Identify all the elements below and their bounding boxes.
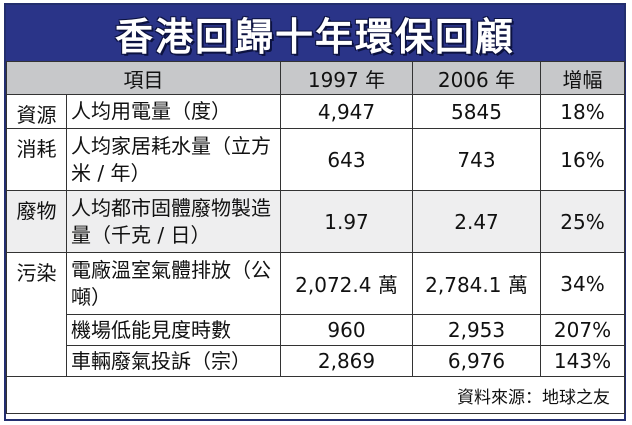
- infographic-card: 香港回歸十年環保回顧 項目 1997 年 2006 年 增幅 資源 人均用電量（…: [4, 3, 626, 421]
- value-2006: 743: [412, 128, 541, 191]
- category-label: 廢物: [6, 190, 67, 253]
- value-1997: 4,947: [280, 94, 413, 129]
- growth-value: 18%: [540, 94, 625, 129]
- header-growth: 增幅: [540, 61, 625, 95]
- source-row: 資料來源：地球之友: [6, 376, 625, 414]
- header-item: 項目: [6, 61, 281, 95]
- category-label: 污染: [6, 252, 67, 377]
- table-row: 污染 電廠溫室氣體排放（公噸） 2,072.4 萬 2,784.1 萬 34%: [6, 252, 625, 377]
- category-label: 資源: [6, 94, 67, 129]
- growth-value: 25%: [540, 190, 625, 253]
- table-row: 車輛廢氣投訴（宗） 2,869 6,976 143%: [7, 345, 625, 377]
- header-2006: 2006 年: [412, 61, 541, 95]
- item-label: 車輛廢氣投訴（宗）: [66, 345, 281, 377]
- source-note: 資料來源：地球之友: [6, 376, 625, 414]
- value-2006: 2.47: [412, 190, 541, 253]
- header-row: 項目 1997 年 2006 年 增幅: [6, 61, 625, 95]
- item-label: 人均家居耗水量（立方米 / 年）: [66, 128, 281, 191]
- value-1997: 643: [280, 128, 413, 191]
- value-1997: 1.97: [280, 190, 413, 253]
- growth-value: 207%: [540, 314, 625, 346]
- item-label: 電廠溫室氣體排放（公噸）: [66, 252, 281, 315]
- title-bar: 香港回歸十年環保回顧: [6, 5, 624, 61]
- page-title: 香港回歸十年環保回顧: [114, 14, 515, 59]
- value-2006: 2,784.1 萬: [412, 252, 541, 315]
- item-label: 人均都市固體廢物製造量（千克 / 日）: [66, 190, 281, 253]
- value-2006: 5845: [412, 94, 541, 129]
- table-row: 機場低能見度時數 960 2,953 207%: [7, 314, 625, 346]
- table-row: 資源 人均用電量（度） 4,947 5845 18%: [6, 94, 625, 129]
- item-label: 人均用電量（度）: [66, 94, 281, 129]
- value-2006: 2,953: [412, 314, 541, 346]
- growth-value: 16%: [540, 128, 625, 191]
- growth-value: 143%: [540, 345, 625, 377]
- data-table: 項目 1997 年 2006 年 增幅 資源 人均用電量（度） 4,947 58…: [6, 61, 625, 414]
- value-1997: 2,869: [280, 345, 413, 377]
- category-label: 消耗: [6, 128, 67, 191]
- growth-value: 34%: [540, 252, 625, 315]
- header-1997: 1997 年: [280, 61, 413, 95]
- value-1997: 960: [280, 314, 413, 346]
- item-label: 機場低能見度時數: [66, 314, 281, 346]
- table-row: 消耗 人均家居耗水量（立方米 / 年） 643 743 16%: [6, 128, 625, 191]
- value-2006: 6,976: [412, 345, 541, 377]
- value-1997: 2,072.4 萬: [280, 252, 413, 315]
- table-row: 廢物 人均都市固體廢物製造量（千克 / 日） 1.97 2.47 25%: [6, 190, 625, 253]
